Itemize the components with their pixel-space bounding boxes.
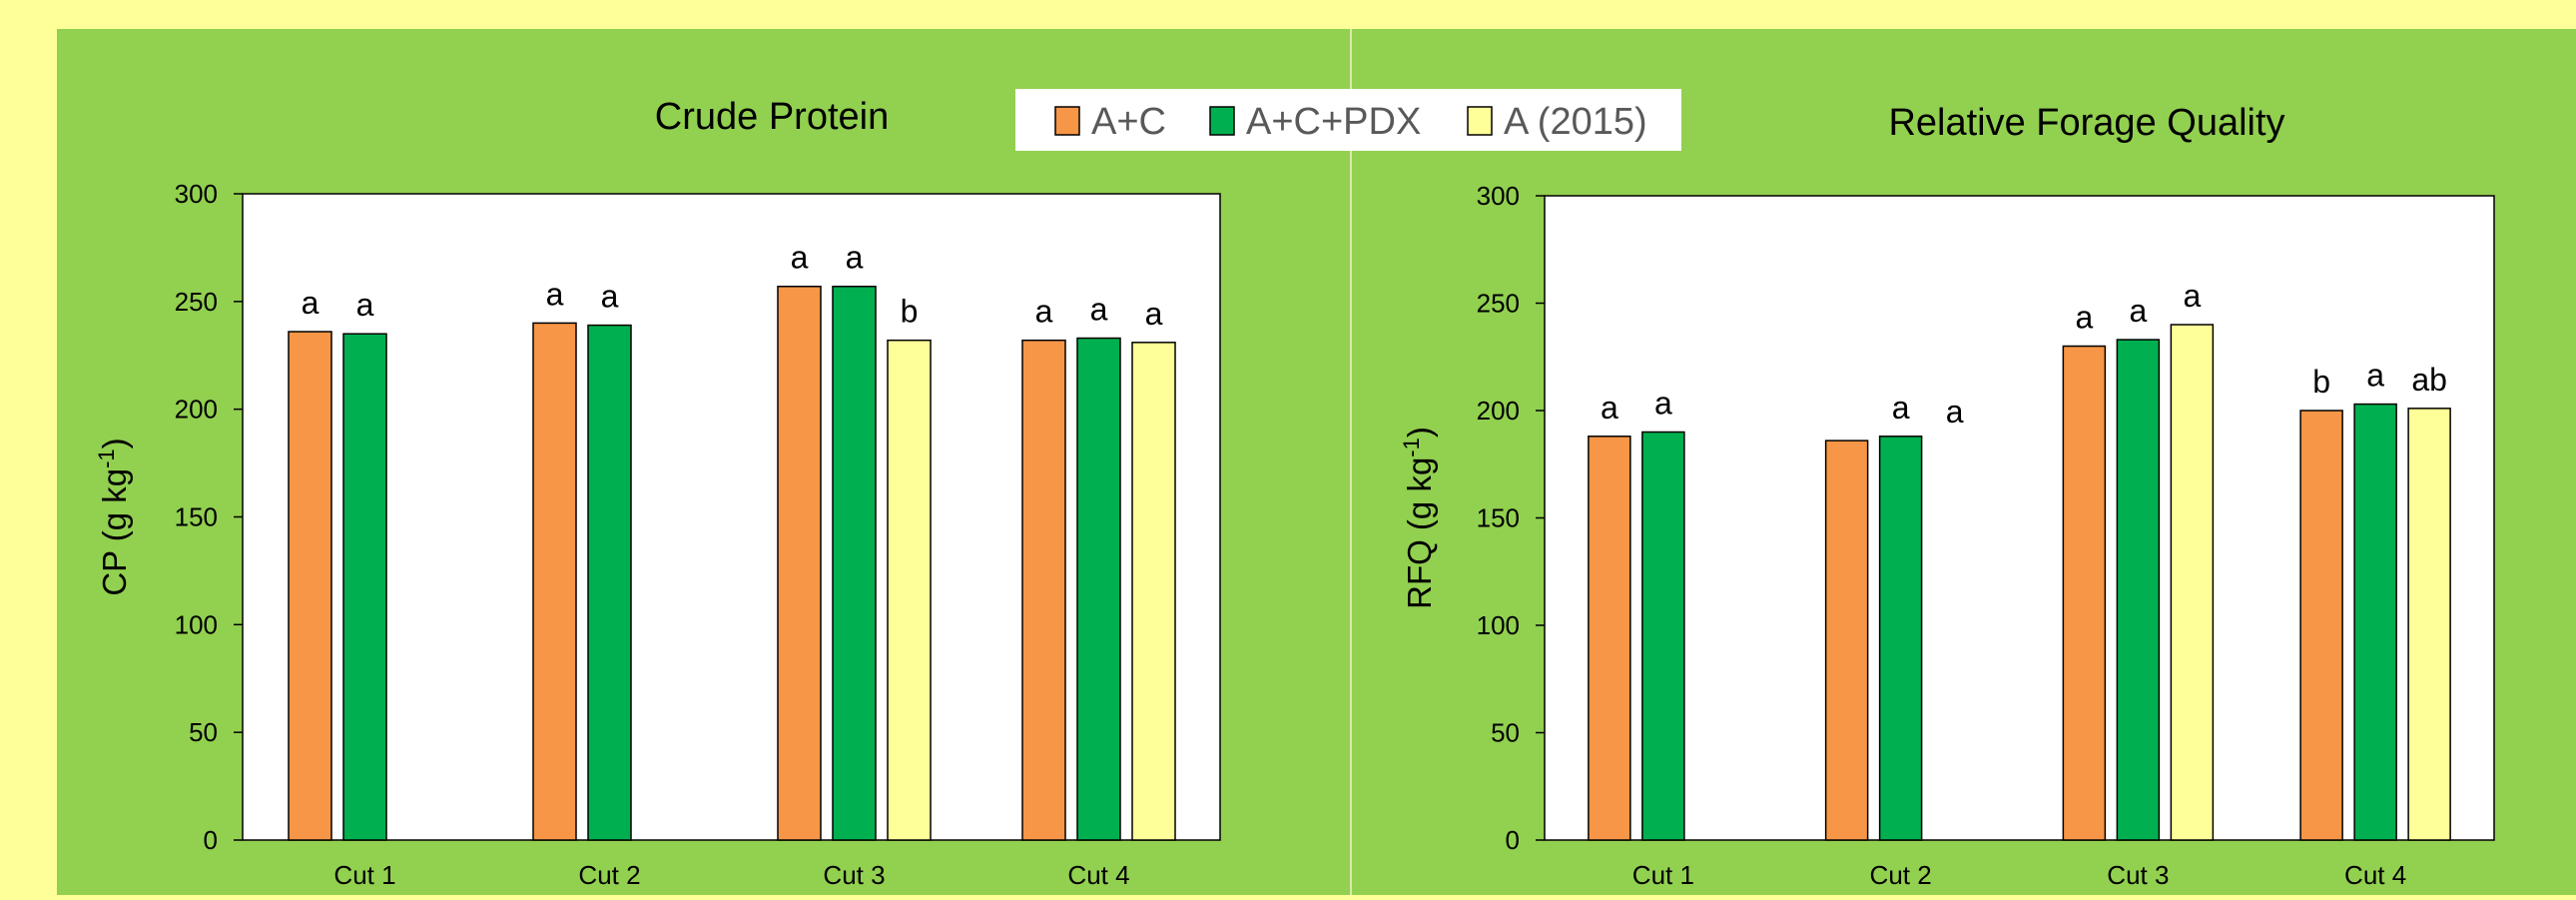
bar xyxy=(1588,436,1631,841)
bar-significance-letter: a xyxy=(846,240,864,276)
bar xyxy=(1641,431,1685,841)
bar xyxy=(2407,408,2451,841)
bar xyxy=(2116,339,2161,841)
bar xyxy=(1076,337,1121,841)
charts-group: Crude Protein 0 50 100 150 200 250 300 CP (g kg-… xyxy=(94,96,2495,890)
chart-2: Relative Forage Quality 0 50 100 150 200 250 30… xyxy=(1399,102,2495,890)
bar-significance-letter: a xyxy=(2183,278,2201,314)
y-tick-label: 150 xyxy=(1477,503,1520,533)
y-tick-label: 250 xyxy=(175,287,218,317)
x-tick-label: Cut 1 xyxy=(333,860,395,890)
bar-significance-letter: a xyxy=(1145,296,1163,332)
legend-swatch xyxy=(1054,106,1080,136)
bar-significance-letter: a xyxy=(1090,291,1108,327)
bar-significance-letter: a xyxy=(2129,293,2147,329)
y-tick-label: 50 xyxy=(1491,718,1520,748)
bar-significance-letter: a xyxy=(356,287,374,323)
plot-area xyxy=(1544,195,2495,841)
bar xyxy=(2062,345,2107,841)
x-tick-label: Cut 4 xyxy=(2344,860,2406,890)
bar xyxy=(2299,410,2343,841)
y-axis-label: RFQ (g kg-1) xyxy=(1399,427,1438,609)
legend-swatch xyxy=(1467,106,1493,136)
bar-significance-letter: b xyxy=(2312,364,2330,400)
bar xyxy=(832,285,877,841)
bar xyxy=(342,333,387,841)
chart-1: Crude Protein 0 50 100 150 200 250 300 CP (g kg-… xyxy=(94,96,1221,890)
bar-significance-letter: a xyxy=(1892,390,1910,426)
y-tick-label: 150 xyxy=(175,502,218,532)
bar-significance-letter: a xyxy=(601,279,619,315)
y-tick-label: 100 xyxy=(1477,610,1520,640)
bar xyxy=(887,339,932,841)
y-tick-label: 200 xyxy=(175,395,218,425)
x-tick-label: Cut 3 xyxy=(823,860,885,890)
bar xyxy=(2353,403,2397,841)
legend-label: A (2015) xyxy=(1504,101,1647,143)
chart-title: Relative Forage Quality xyxy=(1888,102,2284,144)
bar xyxy=(2170,324,2215,841)
bar-significance-letter: a xyxy=(2075,300,2093,336)
y-tick-label: 250 xyxy=(1477,289,1520,319)
bar-significance-letter: b xyxy=(901,294,919,330)
x-tick-label: Cut 4 xyxy=(1067,860,1129,890)
y-axis-label: CP (g kg-1) xyxy=(94,438,133,595)
bar xyxy=(288,331,332,841)
x-tick-label: Cut 2 xyxy=(578,860,640,890)
bar xyxy=(777,285,822,841)
plot-area xyxy=(242,193,1221,841)
bar-significance-letter: a xyxy=(791,240,809,276)
y-tick-label: 300 xyxy=(1477,181,1520,211)
y-tick-label: 50 xyxy=(189,717,218,747)
x-tick-label: Cut 3 xyxy=(2107,860,2169,890)
bar-significance-letter: a xyxy=(546,276,564,312)
x-tick-label: Cut 2 xyxy=(1870,860,1932,890)
bar xyxy=(1131,342,1176,841)
bar xyxy=(532,322,577,841)
bar xyxy=(1021,339,1066,841)
bar-significance-letter: ab xyxy=(2411,362,2447,398)
bar-significance-letter: a xyxy=(1946,394,1964,430)
y-tick-label: 300 xyxy=(175,179,218,209)
bar-significance-letter: a xyxy=(1654,386,1672,422)
legend-label: A+C xyxy=(1091,101,1166,143)
y-tick-label: 0 xyxy=(204,825,218,855)
legend-box xyxy=(1015,89,1681,151)
bar-significance-letter: a xyxy=(1035,294,1053,330)
chart-title: Crude Protein xyxy=(655,96,889,138)
y-tick-label: 200 xyxy=(1477,396,1520,426)
bar-significance-letter: a xyxy=(1601,390,1618,426)
x-tick-label: Cut 1 xyxy=(1632,860,1694,890)
bar xyxy=(1878,436,1923,841)
y-tick-label: 100 xyxy=(175,609,218,639)
legend-label: A+C+PDX xyxy=(1246,101,1421,143)
bar xyxy=(587,324,632,841)
bar xyxy=(1824,440,1869,841)
legend-swatch xyxy=(1209,106,1235,136)
y-tick-label: 0 xyxy=(1506,825,1520,855)
bar-significance-letter: a xyxy=(2366,358,2384,394)
bar-significance-letter: a xyxy=(302,285,320,321)
legend: A+C A+C+PDX A (2015) xyxy=(1015,89,1681,151)
